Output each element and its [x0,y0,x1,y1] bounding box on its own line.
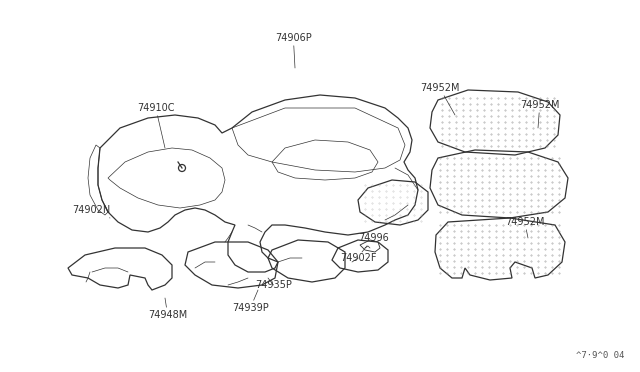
Text: 74902F: 74902F [340,253,376,263]
Text: 74902N: 74902N [72,205,110,218]
Text: 74935P: 74935P [255,278,292,290]
Text: 74948M: 74948M [148,298,188,320]
Text: 74910C: 74910C [137,103,175,148]
Text: 74952M: 74952M [520,100,559,128]
Text: 74952M: 74952M [420,83,460,115]
Text: 74996: 74996 [358,233,388,252]
Text: 74906P: 74906P [275,33,312,68]
Text: ^7·9^0 04: ^7·9^0 04 [576,350,624,359]
Text: 74939P: 74939P [232,290,269,313]
Text: 74952M: 74952M [505,217,545,238]
